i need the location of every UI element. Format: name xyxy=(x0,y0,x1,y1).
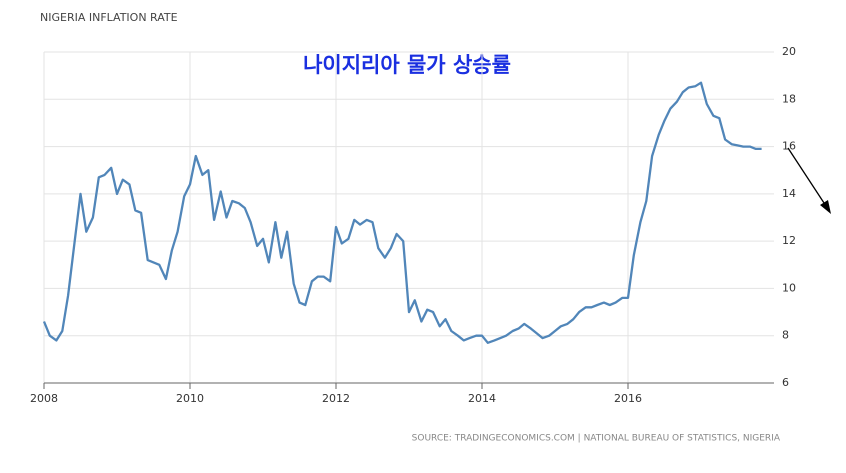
chart-subtitle: 나이지리아 물가 상승률 xyxy=(303,53,511,77)
y-tick-label: 12 xyxy=(782,234,796,247)
source: SOURCE: TRADINGECONOMICS.COM | NATIONAL … xyxy=(412,434,781,444)
y-tick-label: 10 xyxy=(782,281,796,294)
y-tick-label: 20 xyxy=(782,45,796,58)
x-tick-label: 2014 xyxy=(468,392,496,405)
y-tick-label: 14 xyxy=(782,187,796,200)
x-tick-label: 2008 xyxy=(30,392,58,405)
arrow xyxy=(787,147,827,207)
y-tick-label: 6 xyxy=(782,376,789,389)
y-tick-label: 18 xyxy=(782,92,796,105)
chart-title: NIGERIA INFLATION RATE xyxy=(40,11,178,24)
y-tick-label: 8 xyxy=(782,329,789,342)
x-tick-label: 2010 xyxy=(176,392,204,405)
y-tick-label: 16 xyxy=(782,140,796,153)
x-tick-label: 2016 xyxy=(614,392,642,405)
x-tick-label: 2012 xyxy=(322,392,350,405)
line xyxy=(42,81,762,344)
arrow-head xyxy=(820,200,831,214)
